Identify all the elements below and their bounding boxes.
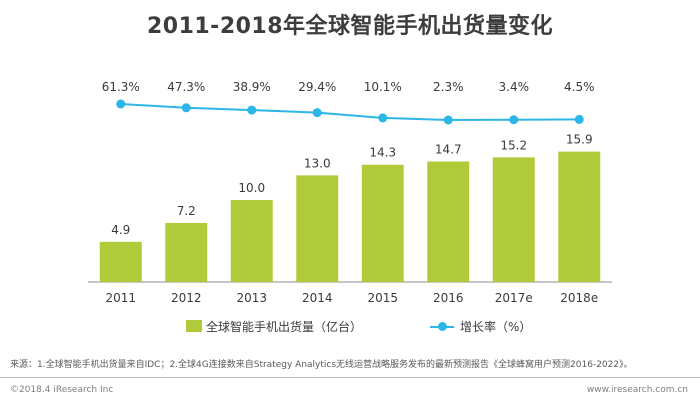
growth-value-label: 4.5%: [564, 80, 595, 94]
growth-point-2018e: [574, 114, 584, 124]
bar-2012: [165, 222, 208, 282]
growth-value-label: 2.3%: [433, 80, 464, 94]
bar-value-label: 4.9: [111, 223, 130, 237]
x-tick-label: 2015: [367, 291, 398, 305]
legend-line-dot: [438, 322, 447, 331]
growth-value-label: 61.3%: [102, 80, 140, 94]
growth-rate-line: [120, 103, 580, 122]
growth-point-2011: [116, 99, 126, 109]
x-tick-label: 2013: [236, 291, 267, 305]
legend-bar-label: 全球智能手机出货量（亿台）: [206, 320, 363, 334]
chart-title: 2011-2018年全球智能手机出货量变化: [146, 14, 554, 39]
bar-value-label: 7.2: [177, 204, 196, 218]
growth-value-label: 10.1%: [364, 80, 402, 94]
copyright: ©2018.4 iResearch Inc: [10, 385, 114, 395]
bar-value-label: 13.0: [304, 156, 331, 170]
bar-2011: [99, 241, 142, 282]
growth-value-label: 3.4%: [499, 80, 530, 94]
bar-value-label: 14.3: [369, 146, 396, 160]
growth-point-2013: [247, 105, 257, 115]
x-tick-label: 2011: [105, 291, 136, 305]
source-note: 来源：1.全球智能手机出货量来自IDC；2.全球4G连接数来自Strategy …: [10, 360, 633, 370]
website-url: www.iresearch.com.cn: [586, 385, 688, 395]
footer-divider: [0, 377, 700, 378]
bar-value-label: 10.0: [238, 181, 265, 195]
bar-value-label: 15.2: [500, 138, 527, 152]
growth-value-label: 47.3%: [167, 80, 205, 94]
legend-bar-swatch: [186, 320, 202, 332]
x-tick-label: 2012: [171, 291, 202, 305]
bar-2015: [361, 164, 404, 282]
x-tick-label: 2016: [433, 291, 464, 305]
legend-line-label: 增长率（%）: [460, 320, 532, 334]
bar-2013: [230, 200, 273, 282]
x-tick-label: 2017e: [495, 291, 533, 305]
growth-point-2012: [181, 103, 191, 113]
bar-2018e: [558, 151, 601, 282]
bar-value-label: 15.9: [566, 133, 593, 147]
growth-value-label: 29.4%: [298, 80, 336, 94]
x-tick-label: 2018e: [560, 291, 598, 305]
x-tick-label: 2014: [302, 291, 333, 305]
bar-value-label: 14.7: [435, 142, 462, 156]
growth-point-2014: [312, 108, 322, 118]
growth-value-label: 38.9%: [233, 80, 271, 94]
bar-2014: [296, 175, 339, 282]
growth-point-2015: [378, 113, 388, 123]
bar-2017e: [492, 157, 535, 282]
bar-2016: [427, 161, 470, 282]
growth-point-2016: [443, 115, 453, 125]
growth-point-2017e: [509, 115, 519, 125]
